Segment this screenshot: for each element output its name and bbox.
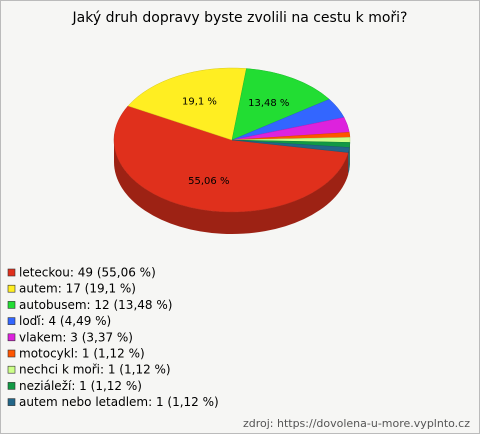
legend-swatch xyxy=(7,317,16,325)
legend-label: motocykl: 1 (1,12 %) xyxy=(19,347,145,361)
legend-label: vlakem: 3 (3,37 %) xyxy=(19,330,133,344)
source-note: zdroj: https://dovolena-u-more.vyplnto.c… xyxy=(243,417,470,430)
slice-side xyxy=(114,140,349,234)
slice xyxy=(113,105,349,213)
legend-label: nechci k moři: 1 (1,12 %) xyxy=(19,363,171,377)
legend-swatch xyxy=(7,382,16,390)
legend-swatch xyxy=(7,268,16,277)
legend-swatch xyxy=(7,333,16,342)
value-label: 13,48 % xyxy=(248,98,289,109)
legend-label: leteckou: 49 (55,06 %) xyxy=(19,266,156,280)
legend-label: autem nebo letadlem: 1 (1,12 %) xyxy=(19,395,219,409)
legend-swatch xyxy=(7,365,16,374)
slice xyxy=(231,68,330,141)
slice-side xyxy=(348,147,350,175)
slice-side xyxy=(349,142,350,170)
value-label: 19,1 % xyxy=(182,97,217,108)
legend-swatch xyxy=(7,349,16,358)
chart-title: Jaký druh dopravy byste zvolili na cestu… xyxy=(72,10,408,26)
slice xyxy=(231,139,350,153)
legend-swatch xyxy=(7,301,16,309)
legend-label: autobusem: 12 (13,48 %) xyxy=(19,298,172,312)
legend-label: loďí: 4 (4,49 %) xyxy=(19,314,111,328)
legend-label: neziáleží: 1 (1,12 %) xyxy=(19,379,142,393)
legend-swatch xyxy=(7,284,16,293)
legend-swatch xyxy=(7,398,16,406)
value-label: 55,06 % xyxy=(188,176,229,187)
legend-label: autem: 17 (19,1 %) xyxy=(19,282,136,296)
slice xyxy=(127,67,247,141)
